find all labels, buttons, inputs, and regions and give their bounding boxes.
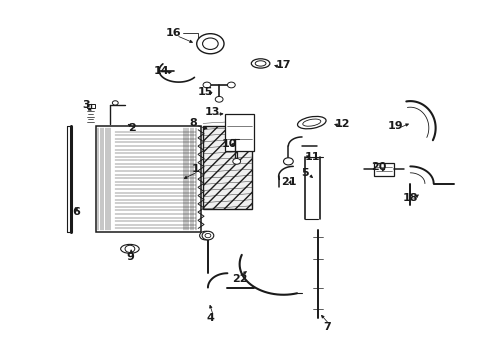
Circle shape bbox=[204, 233, 210, 238]
Bar bbox=[203, 126, 251, 209]
Text: 4: 4 bbox=[206, 313, 214, 323]
Text: 18: 18 bbox=[402, 193, 417, 203]
Text: 7: 7 bbox=[323, 322, 330, 332]
Text: 8: 8 bbox=[189, 118, 197, 128]
Text: 20: 20 bbox=[370, 162, 386, 172]
Circle shape bbox=[199, 231, 211, 240]
Text: 9: 9 bbox=[126, 252, 134, 262]
Circle shape bbox=[125, 245, 135, 252]
Text: 15: 15 bbox=[198, 87, 213, 97]
Circle shape bbox=[203, 82, 210, 88]
Ellipse shape bbox=[121, 244, 139, 253]
Text: 11: 11 bbox=[305, 152, 320, 162]
Text: 3: 3 bbox=[82, 100, 90, 110]
Text: 22: 22 bbox=[231, 274, 247, 284]
Circle shape bbox=[215, 96, 223, 102]
Circle shape bbox=[232, 158, 240, 164]
Text: 16: 16 bbox=[165, 28, 181, 38]
Text: 5: 5 bbox=[301, 168, 308, 178]
Ellipse shape bbox=[255, 61, 265, 66]
Bar bbox=[373, 163, 393, 176]
Text: 13: 13 bbox=[204, 107, 220, 117]
Circle shape bbox=[202, 231, 213, 240]
Text: 6: 6 bbox=[72, 207, 80, 217]
Bar bbox=[224, 114, 254, 151]
Text: 14: 14 bbox=[154, 66, 169, 76]
Text: 2: 2 bbox=[128, 123, 136, 133]
Ellipse shape bbox=[251, 59, 269, 68]
Circle shape bbox=[227, 82, 235, 88]
Text: 1: 1 bbox=[191, 164, 199, 174]
Circle shape bbox=[202, 233, 208, 238]
Circle shape bbox=[283, 158, 293, 165]
Text: 10: 10 bbox=[222, 139, 237, 149]
Circle shape bbox=[112, 101, 118, 105]
Text: 21: 21 bbox=[280, 177, 296, 187]
Bar bbox=[87, 104, 95, 108]
Circle shape bbox=[202, 38, 218, 49]
Text: 17: 17 bbox=[275, 60, 291, 70]
Bar bbox=[96, 126, 200, 232]
Ellipse shape bbox=[297, 116, 325, 129]
Text: 19: 19 bbox=[387, 121, 403, 131]
Text: 12: 12 bbox=[334, 120, 349, 129]
Ellipse shape bbox=[302, 119, 320, 126]
Circle shape bbox=[196, 34, 224, 54]
